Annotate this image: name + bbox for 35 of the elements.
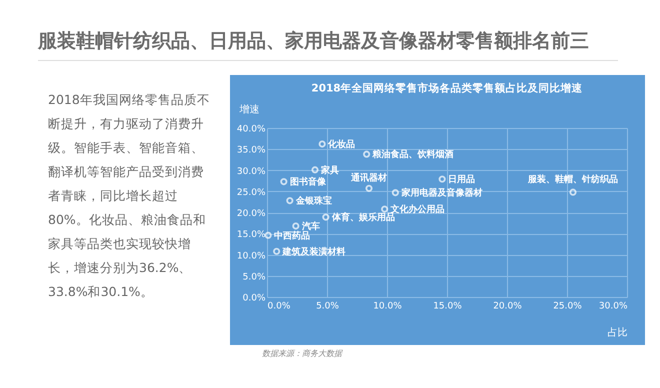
x-tick-label: 15.0% [433, 302, 462, 312]
series-label: 服装、鞋帽、针纺织品 [527, 174, 618, 186]
series-label: 日用品 [448, 174, 476, 186]
y-axis-title: 增速 [238, 104, 260, 116]
y-tick-label: 35.0% [236, 146, 266, 156]
series-label: 金银珠宝 [294, 196, 332, 207]
series-label: 建筑及装潢材料 [282, 246, 346, 258]
series-label: 家用电器及音像器材 [400, 188, 482, 199]
series-label: 通讯器材 [350, 172, 387, 184]
series-label: 汽车 [300, 221, 320, 232]
x-tick-label: 10.0% [373, 302, 402, 312]
y-tick-label: 25.0% [236, 188, 266, 198]
y-tick-label: 30.0% [236, 166, 266, 177]
x-tick-label: 5.0% [316, 302, 340, 312]
chart-title: 服装鞋帽针纺织品、日用品、家用电器及音像器材零售额排名前三 [38, 28, 618, 61]
x-tick-label: 20.0% [493, 302, 522, 312]
series-label: 图书音像 [290, 176, 327, 188]
series-label: 体育、娱乐用品 [330, 211, 395, 224]
series-label: 粮油食品、饮料烟酒 [372, 149, 454, 160]
text: 2018年我国网络零售品质不断提升，有力驱动了消费升级。智能手表、智能音箱、翻译机等智能产品受到消费者青睐，同比增长超过80%。化妆品、粮油食品和家具等品类也实现较快增长，增速分别为36.2%、33.8%和30.1%。 [48, 92, 210, 299]
x-tick-label: 30.0% [598, 302, 628, 312]
series-label: 中西药品 [274, 230, 310, 242]
x-tick-label: 25.0% [553, 302, 582, 312]
x-axis-title: 占比 [608, 326, 628, 338]
x-tick-label: 0.0% [268, 302, 291, 312]
source-note: 数据来源：商务大数据 [262, 348, 342, 359]
series-label: 家具 [320, 164, 339, 176]
series-label: 化妆品 [327, 139, 356, 150]
y-tick-label: 10.0% [236, 251, 266, 262]
chart-subtitle: 2018年全国网络零售市场各品类零售额占比及同比增速 [311, 82, 584, 94]
y-tick-label: 0.0% [242, 294, 266, 304]
y-tick-label: 40.0% [236, 124, 266, 134]
y-tick-label: 20.0% [236, 209, 266, 219]
y-tick-label: 15.0% [236, 230, 266, 240]
y-tick-label: 5.0% [242, 272, 266, 282]
